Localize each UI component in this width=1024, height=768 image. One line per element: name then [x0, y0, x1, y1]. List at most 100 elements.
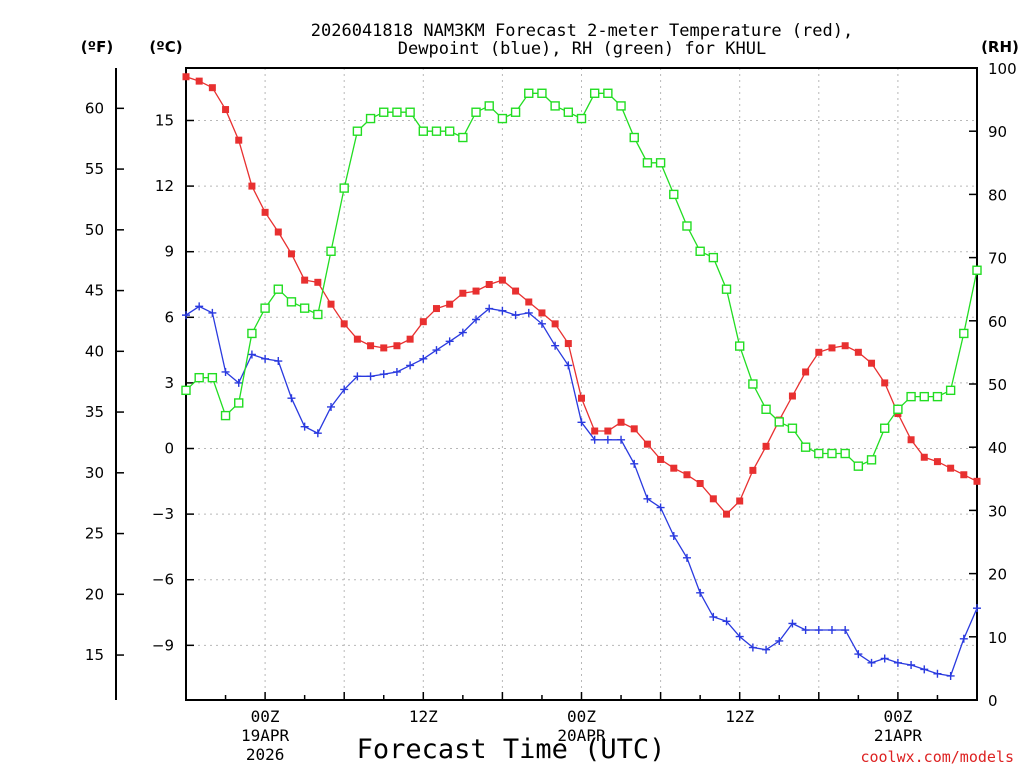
- fahrenheit-tick-label: 20: [85, 585, 104, 603]
- rh-point: [220, 410, 231, 421]
- rh-point: [418, 126, 428, 136]
- rh-point: [497, 113, 508, 124]
- dewpoint-point: [722, 617, 731, 626]
- 2-meter-temperature-point: [578, 394, 585, 402]
- rh-point: [510, 107, 521, 117]
- dewpoint-point: [656, 503, 665, 512]
- fahrenheit-tick-label: 50: [85, 221, 104, 239]
- dewpoint-point: [247, 350, 256, 359]
- rh-tick-label: 70: [988, 250, 1007, 268]
- x-tick-label-date: 20APR: [557, 726, 606, 745]
- dewpoint-point: [933, 669, 942, 678]
- 2-meter-temperature-point: [828, 344, 836, 352]
- 2-meter-temperature-point: [393, 342, 401, 350]
- x-tick-label-time: 00Z: [883, 707, 912, 726]
- dewpoint-point: [920, 665, 929, 674]
- 2-meter-temperature-point: [472, 287, 480, 295]
- rh-tick-label: 100: [988, 60, 1017, 78]
- rh-point: [827, 448, 837, 459]
- dewpoint-point: [775, 636, 784, 645]
- dewpoint-point: [801, 626, 810, 635]
- 2-meter-temperature-point: [630, 425, 638, 433]
- fahrenheit-tick-label: 45: [85, 282, 104, 300]
- dewpoint-point: [392, 367, 401, 376]
- dewpoint-point: [300, 422, 309, 431]
- rh-point: [880, 423, 890, 433]
- dewpoint-point: [973, 604, 981, 613]
- rh-tick-label: 20: [988, 566, 1007, 584]
- 2-meter-temperature-point: [353, 335, 361, 343]
- 2-meter-temperature-point: [327, 300, 335, 308]
- fahrenheit-tick-label: 35: [85, 403, 104, 421]
- dewpoint-point: [498, 306, 507, 315]
- dewpoint-point: [959, 634, 968, 643]
- celsius-tick-label: 6: [164, 308, 174, 326]
- rh-point: [603, 88, 613, 98]
- fahrenheit-tick-label: 55: [85, 160, 104, 178]
- celsius-axis-unit: (ºC): [149, 38, 182, 56]
- dewpoint-point: [696, 588, 705, 597]
- x-tick-label-date: 21APR: [874, 726, 923, 745]
- 2-meter-temperature-point: [696, 480, 704, 488]
- dewpoint-point: [867, 658, 876, 667]
- 2-meter-temperature-point: [551, 320, 559, 328]
- celsius-tick-label: 3: [164, 374, 174, 392]
- fahrenheit-tick-label: 60: [85, 99, 104, 117]
- 2-meter-temperature-point: [920, 453, 928, 461]
- 2-meter-temperature-point: [248, 182, 256, 190]
- rh-point: [234, 398, 244, 408]
- dewpoint-point: [445, 337, 454, 346]
- rh-point: [471, 107, 481, 117]
- data-series: [181, 73, 982, 680]
- dewpoint-point: [366, 372, 375, 381]
- rh-axis-unit: (RH): [981, 38, 1019, 56]
- rh-point: [840, 448, 850, 459]
- rh-point: [774, 417, 784, 427]
- dewpoint-point: [313, 429, 322, 438]
- rh-point: [339, 183, 349, 193]
- 2-meter-temperature-point: [683, 471, 691, 479]
- rh-point: [972, 265, 982, 275]
- rh-point: [748, 379, 758, 389]
- rh-point: [444, 126, 455, 136]
- dewpoint-point: [709, 612, 718, 621]
- rh-point: [893, 404, 903, 414]
- 2-meter-temperature-point: [498, 276, 506, 284]
- rh-point: [431, 126, 442, 136]
- rh-point: [365, 113, 376, 124]
- rh-point: [655, 158, 666, 168]
- 2-meter-temperature-point: [854, 348, 862, 356]
- dewpoint-point: [907, 661, 916, 670]
- 2-meter-temperature-point: [182, 73, 190, 81]
- 2-meter-temperature-point: [314, 278, 322, 286]
- 2-meter-temperature-point: [538, 309, 546, 317]
- celsius-tick-label: 15: [155, 111, 174, 129]
- rh-point: [484, 101, 494, 111]
- rh-point: [392, 107, 402, 117]
- fahrenheit-tick-label: 15: [85, 646, 104, 664]
- rh-tick-label: 60: [988, 313, 1007, 331]
- rh-tick-label: 80: [988, 186, 1007, 204]
- rh-tick-label: 90: [988, 123, 1007, 141]
- 2-meter-temperature-point: [749, 466, 757, 474]
- rh-point: [814, 448, 824, 459]
- dewpoint-point: [537, 319, 546, 328]
- rh-point: [959, 328, 969, 339]
- rh-point: [589, 88, 600, 98]
- rh-point: [405, 107, 415, 117]
- dewpoint-point: [827, 626, 836, 635]
- rh-point: [194, 372, 204, 383]
- fahrenheit-axis-unit: (ºF): [81, 38, 113, 56]
- celsius-tick-label: −6: [152, 571, 174, 589]
- rh-point: [550, 101, 560, 111]
- rh-tick-label: 50: [988, 376, 1007, 394]
- 2-meter-temperature-point: [274, 228, 282, 236]
- dewpoint-point: [261, 354, 270, 363]
- rh-point: [576, 113, 587, 124]
- rh-point: [945, 385, 956, 396]
- 2-meter-temperature-point: [195, 77, 203, 85]
- dewpoint-point: [854, 650, 863, 659]
- x-tick-label-time: 00Z: [567, 707, 596, 726]
- 2-meter-temperature-point: [723, 510, 731, 518]
- rh-point: [379, 107, 389, 117]
